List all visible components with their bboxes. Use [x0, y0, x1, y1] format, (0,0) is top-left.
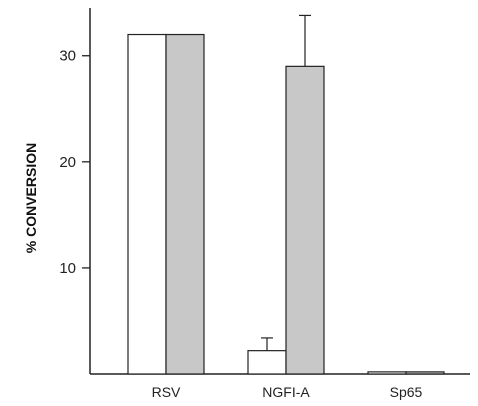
- x-tick-label: RSV: [152, 384, 181, 400]
- bar-sp65-1: [367, 371, 407, 375]
- y-tick-label: 10: [59, 260, 76, 277]
- x-tick-label: NGFI-A: [262, 384, 310, 400]
- y-tick-label: 30: [59, 48, 76, 65]
- bars: [127, 14, 445, 375]
- bar-ngfi-a-1: [247, 350, 287, 375]
- y-axis-title: % CONVERSION: [23, 143, 39, 253]
- bar-rsv-2: [165, 33, 205, 375]
- x-tick-label: Sp65: [390, 384, 423, 400]
- bar-rsv-1: [127, 33, 167, 375]
- bar-sp65-2: [405, 371, 445, 375]
- bar-ngfi-a-2: [285, 65, 325, 375]
- y-tick-label: 20: [59, 154, 76, 171]
- labels: 10 20 30 RSV NGFI-A Sp65: [59, 48, 422, 400]
